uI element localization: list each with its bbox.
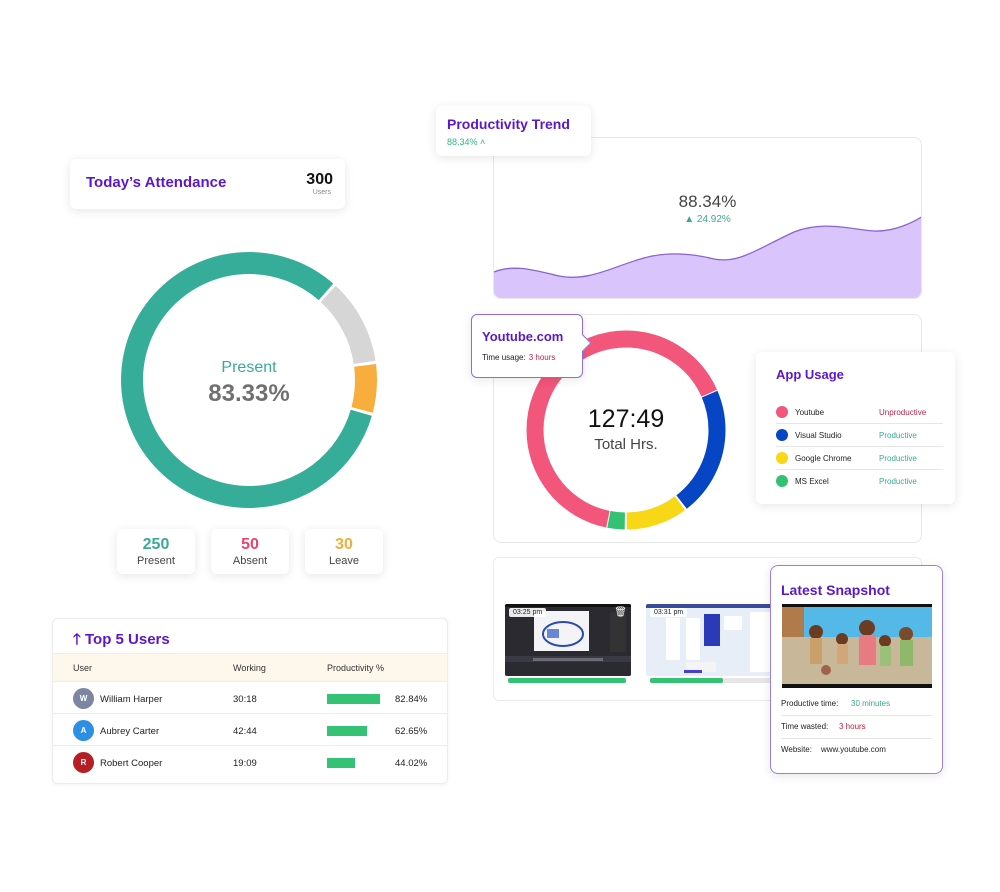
snapshot-time: 03:31 pm (650, 608, 688, 617)
website-row: Website: www.youtube.com (781, 739, 932, 762)
snapshot-image (505, 604, 631, 662)
time-wasted-value: 3 hours (839, 722, 866, 731)
stat-leave-label: Leave (329, 555, 359, 567)
user-name: William Harper (100, 694, 163, 705)
user-name: Aubrey Carter (100, 726, 160, 737)
productivity-trend-area-chart (494, 216, 921, 298)
present-segment-2 (121, 252, 377, 508)
table-row[interactable]: R Robert Cooper 19:09 44.02% (53, 747, 447, 778)
snapshot-progress (650, 678, 776, 683)
tooltip-usage-label: Time usage: (482, 353, 526, 362)
app-usage-title: App Usage (776, 367, 844, 382)
productive-time-label: Productive time: (781, 699, 839, 708)
youtube-tooltip: Youtube.com Time usage: 3 hours (471, 314, 592, 378)
app-name: Youtube (795, 408, 825, 417)
snapshot-progress (508, 678, 626, 683)
trend-subtitle: 88.34% ˄ (447, 137, 486, 147)
app-status: Unproductive (879, 408, 927, 417)
working-time: 42:44 (233, 726, 257, 737)
app-usage-legend-card: App Usage Youtube Unproductive Visual St… (756, 352, 955, 504)
table-row[interactable]: A Aubrey Carter 42:44 62.65% (53, 715, 447, 746)
leave-segment (121, 252, 377, 508)
visual-studio-color-dot-icon (776, 429, 788, 441)
working-time: 19:09 (233, 758, 257, 769)
top-users-header: 🡑 Top 5 Users (73, 629, 170, 654)
avatar: W (73, 688, 94, 709)
app-status: Productive (879, 431, 917, 440)
stat-present-value: 250 (142, 536, 170, 553)
time-wasted-label: Time wasted: (781, 722, 829, 731)
app-usage-item[interactable]: MS Excel Productive (776, 470, 943, 493)
arrow-up-icon: 🡑 (73, 631, 81, 648)
app-status: Productive (879, 477, 917, 486)
latest-snapshot-card: Latest Snapshot Productive time: 30 minu… (770, 565, 943, 774)
tooltip-usage: Time usage: 3 hours (482, 353, 555, 362)
latest-snapshot-image[interactable] (782, 604, 932, 688)
stat-absent: 50 Absent (211, 529, 289, 574)
top-users-title: Top 5 Users (84, 631, 170, 648)
productivity-percent: 44.02% (395, 758, 428, 769)
app-name: Google Chrome (795, 454, 852, 463)
attendance-total-unit: Users (312, 189, 331, 196)
tooltip-usage-value: 3 hours (528, 353, 556, 362)
visual-studio-segment[interactable] (526, 330, 726, 530)
ms-excel-color-dot-icon (776, 475, 788, 487)
snapshot-image (646, 604, 772, 673)
trend-value: 88.34% (678, 192, 737, 211)
table-row[interactable]: W William Harper 30:18 82.84% (53, 683, 447, 714)
website-label: Website: (781, 745, 812, 754)
stat-leave-value: 30 (335, 536, 353, 553)
stat-absent-label: Absent (232, 555, 268, 567)
productive-time-value: 30 minutes (851, 699, 891, 708)
productivity-bar (327, 758, 355, 768)
stat-present: 250 Present (117, 529, 195, 574)
snapshot-thumbnail[interactable]: 03:25 pm 🗑 (505, 604, 631, 676)
avatar: A (73, 720, 94, 741)
column-working[interactable]: Working (233, 663, 266, 673)
user-name: Robert Cooper (100, 758, 163, 769)
snapshot-time: 03:25 pm (509, 608, 547, 617)
snapshot-thumbnail[interactable]: 03:31 pm (646, 604, 772, 676)
app-usage-item[interactable]: Visual Studio Productive (776, 424, 943, 447)
working-time: 30:18 (233, 694, 257, 705)
time-wasted-row: Time wasted: 3 hours (781, 716, 932, 739)
stat-present-label: Present (137, 555, 175, 567)
attendance-donut-chart (121, 252, 377, 508)
productivity-bar (327, 726, 367, 736)
trend-delta: ▲ 24.92% (684, 214, 731, 225)
avatar: R (73, 752, 94, 773)
productivity-percent: 82.84% (395, 694, 428, 705)
app-status: Productive (879, 454, 917, 463)
top-users-card: 🡑 Top 5 Users User Working Productivity … (52, 618, 448, 784)
attendance-title: Today’s Attendance (86, 174, 227, 191)
website-value[interactable]: www.youtube.com (821, 745, 886, 754)
youtube-segment-2[interactable] (526, 330, 726, 530)
attendance-header-card: Today’s Attendance 300 Users (70, 159, 345, 209)
productive-time-row: Productive time: 30 minutes (781, 693, 932, 716)
productivity-percent: 62.65% (395, 726, 428, 737)
productivity-bar (327, 694, 380, 704)
app-usage-item[interactable]: Youtube Unproductive (776, 401, 943, 424)
productivity-trend-label-card: Productivity Trend 88.34% ˄ (436, 106, 591, 156)
stat-absent-value: 50 (241, 536, 259, 553)
app-name: Visual Studio (795, 431, 842, 440)
youtube-color-dot-icon (776, 406, 788, 418)
app-name: MS Excel (795, 477, 829, 486)
google-chrome-color-dot-icon (776, 452, 788, 464)
attendance-total: 300 (306, 171, 333, 188)
trash-icon[interactable]: 🗑 (614, 607, 627, 618)
app-usage-item[interactable]: Google Chrome Productive (776, 447, 943, 470)
column-user[interactable]: User (73, 663, 93, 673)
app-usage-donut-chart (526, 330, 726, 530)
video-frame (782, 604, 932, 688)
table-header: User Working Productivity % (53, 653, 447, 682)
tooltip-title: Youtube.com (482, 329, 564, 344)
productivity-trend-chart-card: 88.34% ▲ 24.92% (493, 137, 922, 299)
trend-title: Productivity Trend (447, 116, 570, 132)
latest-snapshot-title: Latest Snapshot (781, 582, 890, 598)
column-productivity[interactable]: Productivity % (327, 663, 385, 673)
stat-leave: 30 Leave (305, 529, 383, 574)
